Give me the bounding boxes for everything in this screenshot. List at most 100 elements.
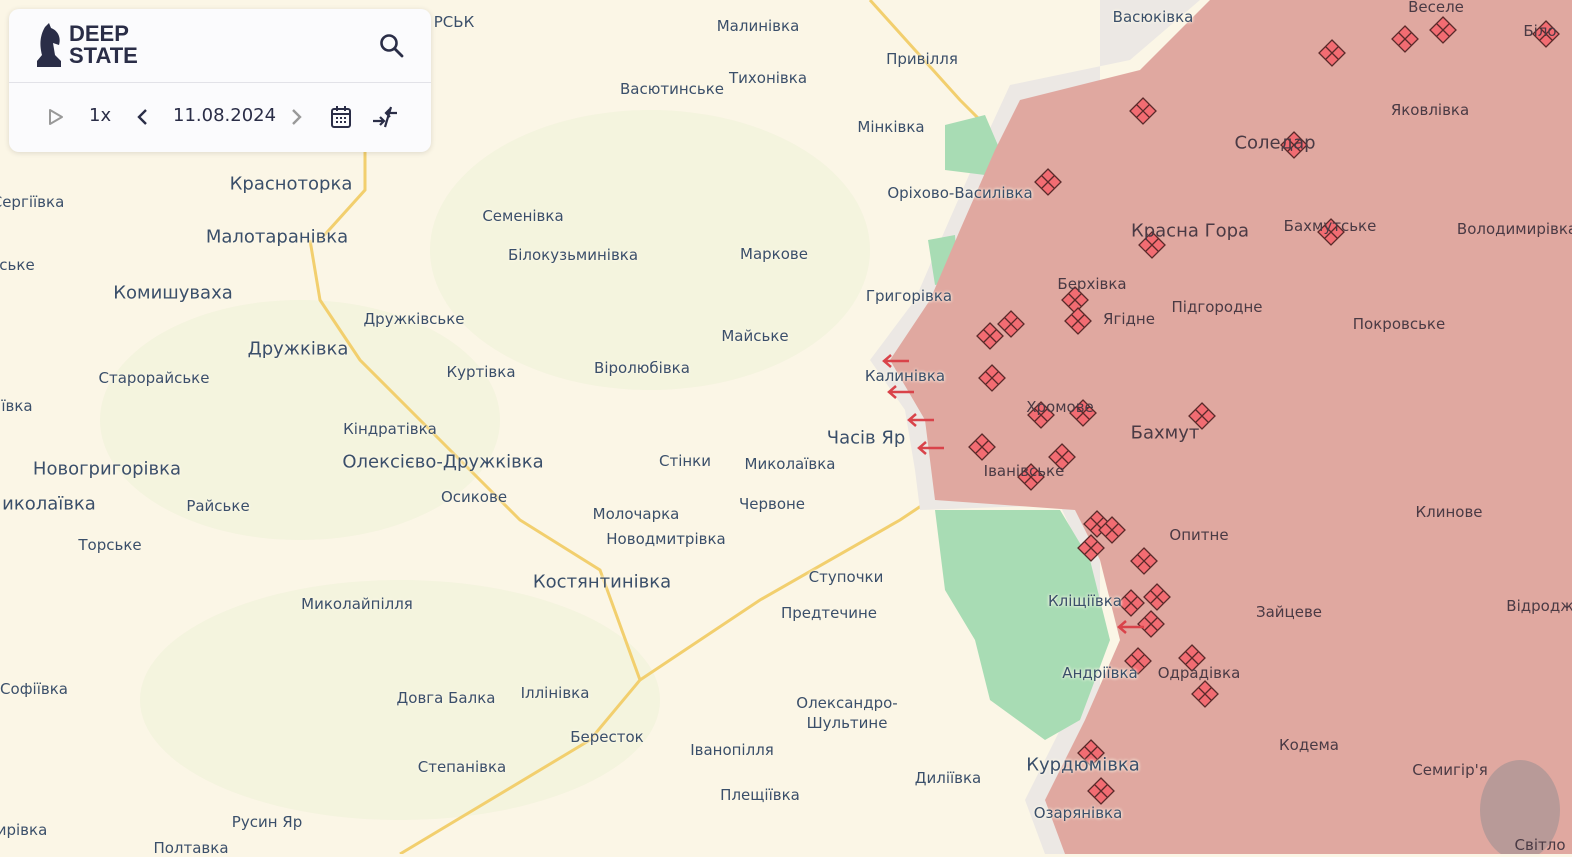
- place-label: Предтечине: [780, 604, 878, 622]
- counterattack-arrow-icon: [882, 354, 909, 368]
- place-label: ївка: [1, 397, 33, 415]
- place-label: Старорайське: [98, 369, 210, 387]
- place-label: Костянтинівка: [532, 571, 672, 593]
- place-label: Привілля: [886, 50, 958, 68]
- place-label: Білокузьминівка: [507, 246, 639, 264]
- attack-marker[interactable]: [1191, 680, 1219, 708]
- collapse-arrows-icon[interactable]: [371, 105, 399, 129]
- place-label: Яковлівка: [1390, 101, 1470, 119]
- place-label: Олексієво-Дружківка: [342, 451, 544, 473]
- attack-marker[interactable]: [1034, 168, 1062, 196]
- attack-marker[interactable]: [1391, 25, 1419, 53]
- attack-marker[interactable]: [1143, 583, 1171, 611]
- place-label: Райське: [186, 497, 250, 515]
- counterattack-arrow-icon: [917, 441, 944, 455]
- place-label: Ягідне: [1103, 310, 1155, 328]
- logo[interactable]: DEEP STATE: [37, 23, 138, 67]
- attack-marker[interactable]: [978, 364, 1006, 392]
- chevron-left-icon[interactable]: [136, 108, 150, 126]
- attack-marker[interactable]: [976, 322, 1004, 350]
- attack-marker[interactable]: [1048, 443, 1076, 471]
- attack-marker[interactable]: [1098, 516, 1126, 544]
- attack-marker[interactable]: [1188, 402, 1216, 430]
- urban-area: [1480, 760, 1560, 854]
- attack-marker[interactable]: [968, 433, 996, 461]
- attack-marker[interactable]: [1129, 97, 1157, 125]
- attack-marker[interactable]: [1077, 534, 1105, 562]
- place-label: Одрадівка: [1157, 664, 1241, 682]
- place-label: Андріївка: [1062, 664, 1138, 682]
- place-label: ирівка: [0, 821, 48, 839]
- place-label: Семигір'я: [1412, 761, 1488, 779]
- attack-marker[interactable]: [1027, 401, 1055, 429]
- attack-marker[interactable]: [1017, 463, 1045, 491]
- place-label: Зайцеве: [1255, 603, 1323, 621]
- place-label: Красна Гора: [1130, 220, 1250, 242]
- place-label: Мінківка: [857, 118, 925, 136]
- attack-marker[interactable]: [1087, 777, 1115, 805]
- place-label: Стінки: [659, 452, 711, 470]
- control-panel: DEEP STATE 1x 11.08.2024: [9, 9, 431, 152]
- place-label: Дружківка: [247, 338, 349, 360]
- place-label: иколаївка: [2, 493, 96, 515]
- attack-marker[interactable]: [1280, 131, 1308, 159]
- place-label: Русин Яр: [231, 813, 303, 831]
- attack-marker[interactable]: [1137, 610, 1165, 638]
- attack-marker[interactable]: [1064, 307, 1092, 335]
- attack-marker[interactable]: [1138, 231, 1166, 259]
- place-label: Відродж: [1506, 597, 1572, 615]
- divider: [9, 82, 431, 83]
- place-label: Малинівка: [716, 17, 800, 35]
- place-label: Веселе: [1408, 0, 1464, 16]
- place-label: Світло: [1514, 836, 1566, 854]
- place-label: Васютинське: [619, 80, 725, 98]
- attack-marker[interactable]: [1317, 218, 1345, 246]
- place-label: Плещіївка: [720, 786, 800, 804]
- place-label: Підгородне: [1171, 298, 1263, 316]
- arrow-layer: [882, 354, 1144, 634]
- place-label: Іллінівка: [520, 684, 590, 702]
- place-label: Диліївка: [914, 769, 982, 787]
- calendar-icon[interactable]: [330, 105, 352, 129]
- attack-marker[interactable]: [1318, 39, 1346, 67]
- play-icon[interactable]: [47, 107, 65, 127]
- attack-marker[interactable]: [1069, 399, 1097, 427]
- attack-marker[interactable]: [1077, 739, 1105, 767]
- attack-marker[interactable]: [1061, 286, 1089, 314]
- place-label: Степанівка: [417, 758, 507, 776]
- place-label: Миколайпілля: [301, 595, 413, 613]
- place-label: Володимирівка: [1456, 220, 1572, 238]
- chevron-right-icon[interactable]: [289, 108, 303, 126]
- attack-marker[interactable]: [997, 310, 1025, 338]
- attack-marker[interactable]: [1178, 644, 1206, 672]
- attack-marker[interactable]: [1117, 589, 1145, 617]
- date-display[interactable]: 11.08.2024: [173, 105, 277, 126]
- place-label: Васюківка: [1112, 8, 1194, 26]
- place-label: Покровське: [1352, 315, 1446, 333]
- place-label: Бересток: [570, 728, 644, 746]
- counterattack-arrow-icon: [907, 413, 934, 427]
- place-label: РСЬК: [433, 13, 475, 31]
- place-label: Олександро-: [796, 694, 898, 712]
- place-label: Бахмутське: [1283, 217, 1377, 235]
- place-label: Курдюмівка: [1026, 754, 1140, 776]
- attack-marker[interactable]: [1130, 547, 1158, 575]
- place-label: Малотаранівка: [205, 226, 349, 248]
- place-label: Опитне: [1169, 526, 1229, 544]
- place-label: Софіївка: [0, 680, 68, 698]
- place-label: Кодема: [1279, 736, 1339, 754]
- speed-button[interactable]: 1x: [89, 105, 112, 126]
- search-icon[interactable]: [379, 33, 405, 59]
- place-label: Полтавка: [153, 839, 229, 857]
- place-label: Молочарка: [592, 505, 680, 523]
- place-label: Часів Яр: [826, 427, 906, 449]
- marker-layer: [968, 16, 1560, 805]
- place-label: Осикове: [440, 488, 508, 506]
- place-label: Комишуваха: [113, 282, 233, 304]
- attack-marker[interactable]: [1532, 20, 1560, 48]
- place-label: Біло: [1523, 22, 1557, 40]
- logo-text-state: STATE: [69, 43, 138, 68]
- attack-marker[interactable]: [1429, 16, 1457, 44]
- attack-marker[interactable]: [1124, 647, 1152, 675]
